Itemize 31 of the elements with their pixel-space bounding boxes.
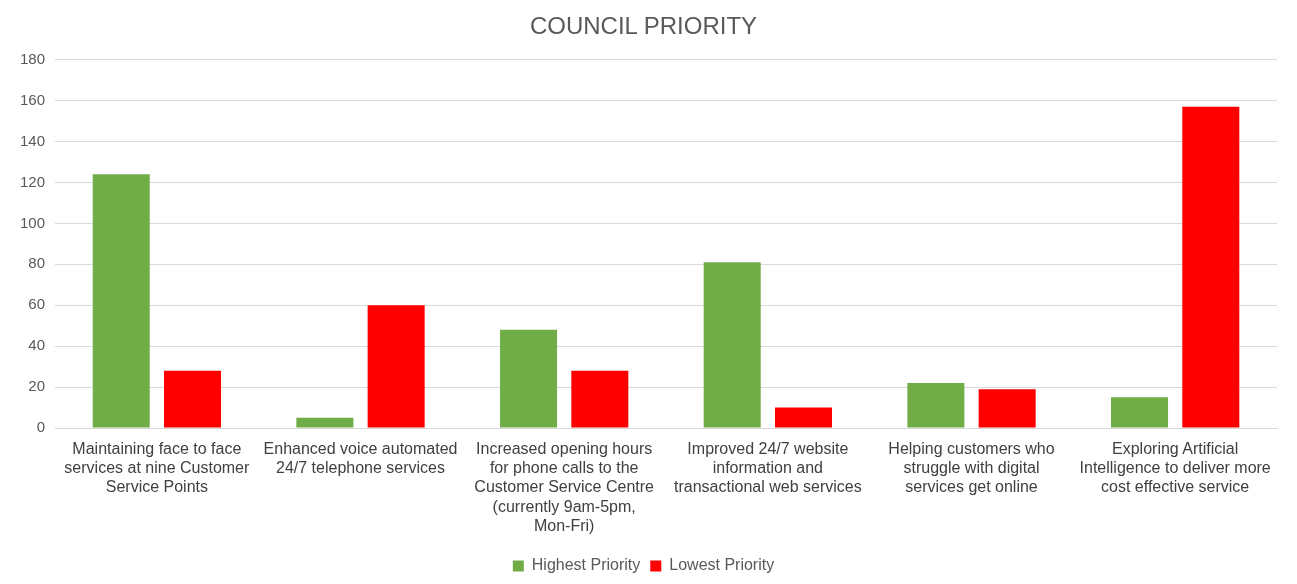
bar <box>1111 397 1169 428</box>
legend-label: Highest Priority <box>531 556 641 574</box>
x-tick-label: Enhanced voice automated 24/7 telephone services <box>263 440 458 477</box>
x-tick-label: Helping customers who struggle with digital services get online <box>888 440 1055 496</box>
bar <box>703 262 761 428</box>
y-tick-label: 20 <box>28 377 46 395</box>
bar <box>92 174 150 428</box>
bar <box>367 305 425 428</box>
x-tick-label: Exploring Artificial Intelligence to deliver more cost effective service <box>1079 440 1271 496</box>
x-tick-label: Maintaining face to face services at nine Customer Service Points <box>64 440 251 496</box>
x-tick-label: Improved 24/7 website information and transactional web services <box>674 440 862 496</box>
y-tick-label: 120 <box>20 172 46 190</box>
bar <box>907 383 965 428</box>
bar <box>500 329 558 428</box>
y-tick-label: 160 <box>20 90 46 108</box>
y-tick-label: 140 <box>20 131 46 149</box>
bar <box>1182 106 1240 428</box>
bar <box>978 389 1036 428</box>
bar <box>571 370 629 428</box>
y-tick-label: 100 <box>20 213 46 231</box>
y-tick-label: 40 <box>28 336 46 354</box>
bar <box>163 370 222 428</box>
x-tick-label: Increased opening hours for phone calls to the Customer Service Centre (currently 9am-5pm, Mon-Fri) <box>474 440 655 534</box>
bar <box>296 417 354 428</box>
chart-title: COUNCIL PRIORITY <box>529 12 758 40</box>
y-tick-label: 60 <box>28 295 46 313</box>
y-tick-label: 0 <box>36 418 46 436</box>
y-tick-label: 80 <box>28 254 46 272</box>
legend-label: Lowest Priority <box>669 556 775 574</box>
y-tick-label: 180 <box>20 49 46 67</box>
bar <box>774 407 832 428</box>
